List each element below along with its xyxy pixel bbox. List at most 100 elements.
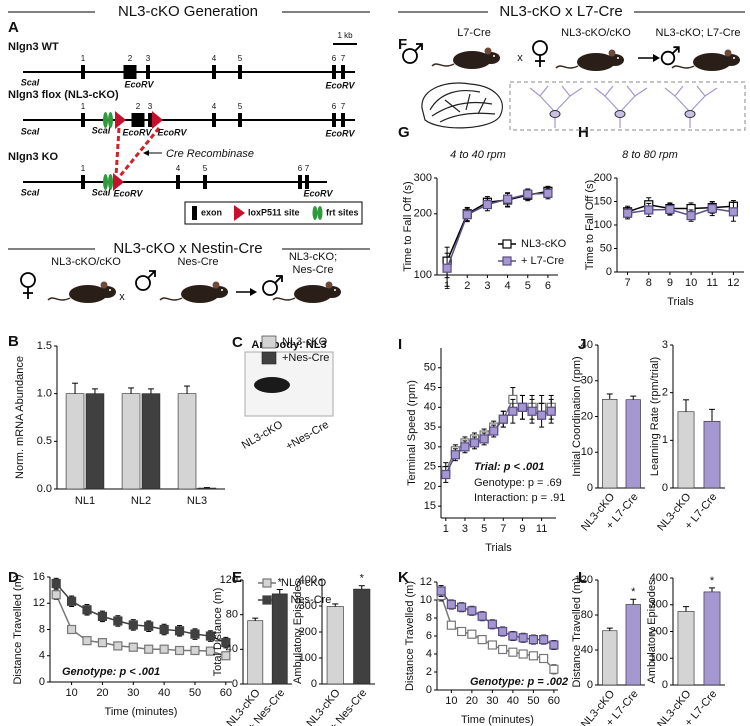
y-tick-label: 50	[600, 242, 612, 254]
male-symbol	[660, 50, 676, 66]
y-tick-label: 300	[299, 600, 317, 612]
y-axis-label: Total Distance (m)	[212, 588, 224, 677]
bar	[677, 611, 695, 686]
y-tick-label: 25	[424, 461, 436, 473]
y-axis-label: Time to Fall Off (s)	[402, 181, 414, 271]
male-symbol	[402, 48, 418, 64]
marker	[97, 638, 108, 648]
male-symbol	[147, 270, 156, 279]
exon	[341, 65, 345, 79]
marker	[205, 631, 216, 641]
y-axis-label: Time to Fall Off (s)	[584, 180, 596, 270]
female-symbol	[535, 55, 545, 67]
marker	[446, 599, 456, 610]
cross-label: NL3-cKO/cKO	[561, 27, 631, 39]
bar	[625, 399, 641, 489]
x-axis-label: Trials	[667, 296, 694, 308]
loxp-site	[115, 111, 126, 129]
legend-label: NL3-cKO	[521, 238, 567, 250]
panel-letter: B	[8, 333, 19, 350]
scale-label: 1 kb	[337, 31, 353, 40]
site-label: EcoRV	[157, 127, 187, 137]
mouse-ear	[484, 47, 492, 55]
y-tick-label: 1	[662, 434, 668, 446]
marker	[441, 469, 451, 480]
marker	[517, 402, 528, 412]
y-tick-label: 40	[226, 643, 238, 655]
female-symbol	[23, 287, 33, 299]
male-symbol	[262, 280, 278, 296]
y-axis-label: Ambulatory Episodes	[292, 580, 304, 684]
y-tick-label: 50	[424, 362, 436, 374]
marker	[190, 645, 200, 656]
y-tick-label: 200	[594, 172, 612, 184]
site-label: EcoRV	[325, 80, 355, 90]
marker	[205, 646, 216, 656]
x-tick-label: 12	[727, 277, 739, 289]
x-tick-label: NL1	[75, 495, 95, 507]
marker	[221, 651, 231, 661]
exon-label: 1	[81, 102, 86, 111]
legend-label: exon	[201, 207, 222, 217]
bar	[177, 393, 197, 490]
exon	[238, 65, 242, 79]
legend-label: +Nes-Cre	[282, 352, 329, 364]
y-tick-label: 200	[414, 208, 432, 220]
series-line	[627, 207, 734, 217]
x-tick-label: 3	[462, 523, 468, 535]
series-line	[55, 583, 227, 644]
mouse-body	[294, 285, 332, 303]
row-name: Nlgn3 KO	[8, 151, 59, 163]
legend-frt	[312, 206, 318, 220]
section-title: NL3-cKO x L7-Cre	[499, 3, 622, 20]
marker	[144, 621, 154, 631]
exon	[332, 113, 336, 127]
marker	[174, 626, 185, 636]
cross-sign: x	[119, 291, 125, 303]
marker	[502, 194, 513, 204]
legend-exon	[192, 206, 197, 220]
marker	[622, 208, 633, 218]
y-tick-label: 100	[594, 219, 612, 231]
bar	[703, 420, 721, 489]
exon-label: 3	[146, 54, 151, 63]
x-tick-label: 60	[548, 695, 560, 707]
site-label: EcoRV	[124, 79, 154, 89]
marker	[113, 641, 123, 651]
exon	[212, 113, 216, 127]
annotation: Trial: p < .001	[474, 461, 544, 473]
legend-label: + Nes-Cre	[281, 594, 331, 606]
purkinje-soma	[549, 110, 561, 118]
legend-loxp	[234, 205, 245, 221]
significance: *	[710, 575, 715, 587]
mouse-eye	[733, 57, 735, 59]
exon-label: 6	[332, 54, 337, 63]
lane-label: +Nes-Cre	[284, 419, 331, 453]
annotation: Genotype: p = .002	[470, 676, 568, 688]
y-axis-label: Distance Travelled (m)	[404, 581, 416, 691]
x-axis-label: Time (minutes)	[461, 714, 534, 726]
x-tick-label: 60	[220, 687, 232, 699]
y-tick-label: 40	[581, 339, 593, 351]
exon	[212, 65, 216, 79]
marker	[190, 629, 200, 639]
marker	[446, 620, 456, 630]
x-tick-label: 5	[525, 280, 531, 292]
marker	[508, 631, 518, 641]
panel-letter: D	[8, 569, 19, 586]
bar	[65, 393, 85, 490]
y-tick-label: 15	[424, 500, 436, 512]
exon-label: 4	[176, 164, 181, 173]
mouse-tail	[159, 297, 183, 301]
marker	[159, 624, 169, 635]
marker	[644, 205, 654, 215]
mouse-eye	[221, 289, 223, 291]
cross-label: NL3-cKO/cKO	[51, 256, 121, 268]
y-tick-label: 400	[650, 572, 668, 584]
bar	[625, 604, 641, 686]
panel-letter: C	[232, 334, 243, 351]
marker	[539, 634, 549, 645]
marker	[549, 640, 559, 650]
bar	[602, 399, 618, 489]
y-axis-label: Initial Coordination (rpm)	[571, 356, 583, 476]
